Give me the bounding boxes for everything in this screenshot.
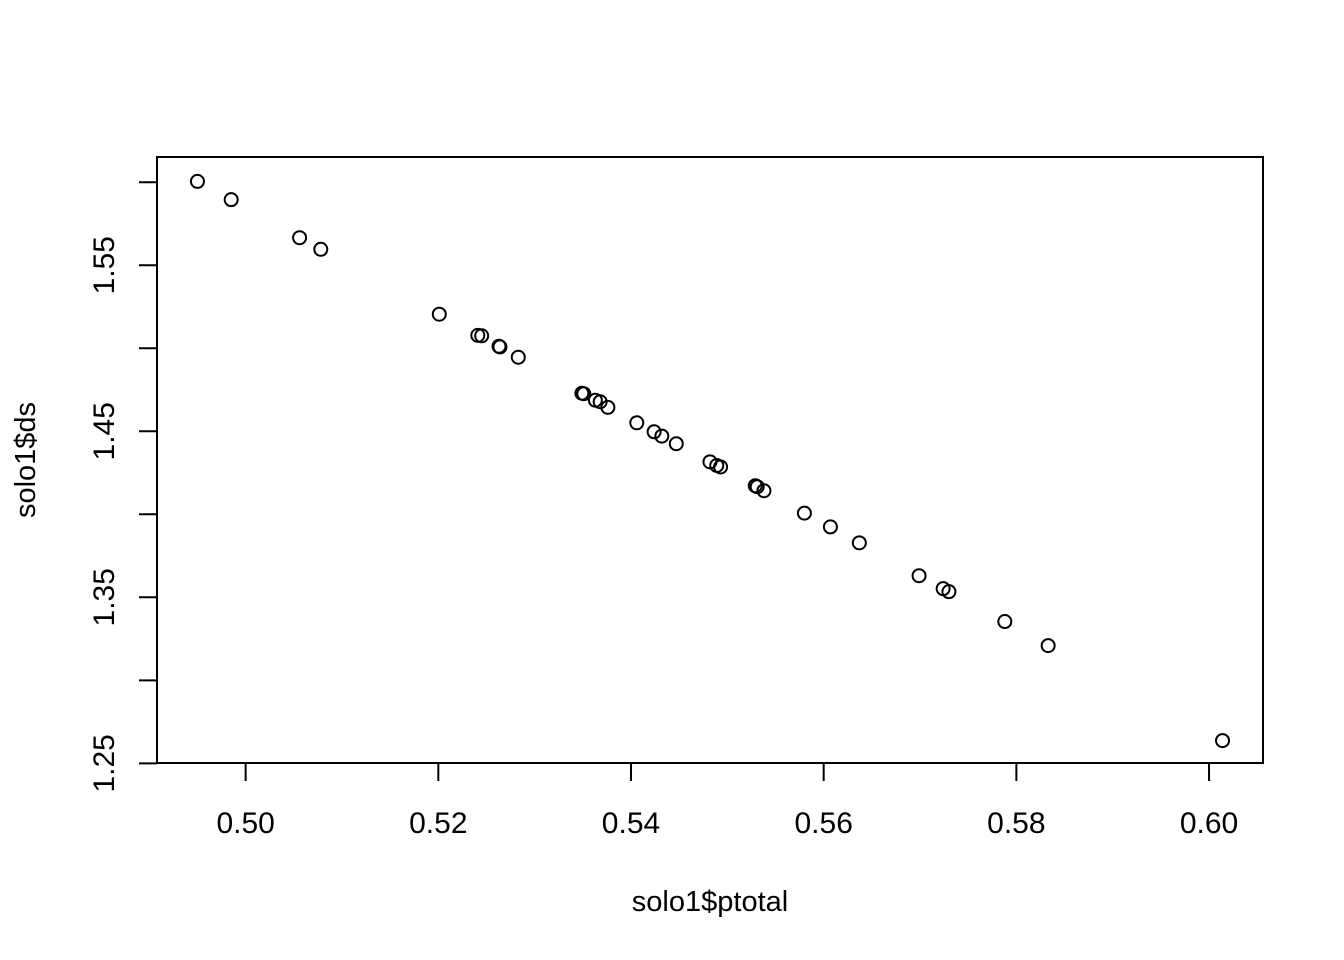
- data-point: [911, 568, 927, 584]
- y-tick-label: 1.55: [88, 236, 121, 294]
- data-point: [576, 386, 592, 402]
- y-axis-title: solo1$ds: [10, 402, 42, 518]
- x-tick-label: 0.60: [1180, 807, 1238, 840]
- x-tick-label: 0.50: [216, 807, 274, 840]
- data-point: [997, 614, 1013, 630]
- y-axis: 1.25 1.35 1.45 1.55: [88, 181, 158, 793]
- y-tick-label: 1.35: [88, 568, 121, 626]
- x-tick-label: 0.56: [794, 807, 852, 840]
- data-point: [223, 192, 239, 208]
- data-point: [189, 173, 205, 189]
- y-tick-label: 1.45: [88, 402, 121, 460]
- x-tick-label: 0.58: [987, 807, 1045, 840]
- x-tick-label: 0.54: [602, 807, 660, 840]
- data-point: [851, 535, 867, 551]
- data-point: [1215, 733, 1231, 749]
- data-point: [600, 399, 616, 415]
- data-point: [292, 230, 308, 246]
- data-point: [510, 349, 526, 365]
- data-point: [431, 306, 447, 322]
- data-point: [492, 339, 508, 355]
- data-points: [189, 173, 1231, 749]
- data-point: [629, 415, 645, 431]
- x-axis: 0.50 0.52 0.54 0.56 0.58 0.60: [216, 762, 1238, 840]
- data-point: [713, 459, 729, 475]
- data-point: [1040, 638, 1056, 654]
- data-point: [654, 428, 670, 444]
- data-point: [756, 483, 772, 499]
- data-point: [941, 584, 957, 600]
- x-tick-label: 0.52: [409, 807, 467, 840]
- data-point: [822, 519, 838, 535]
- y-tick-label: 1.25: [88, 734, 121, 792]
- data-point: [796, 505, 812, 521]
- data-point: [474, 328, 490, 344]
- data-point: [313, 241, 329, 257]
- data-point: [668, 436, 684, 452]
- data-point: [646, 424, 662, 440]
- x-axis-title: solo1$ptotal: [632, 886, 788, 918]
- plot-frame: [156, 156, 1264, 764]
